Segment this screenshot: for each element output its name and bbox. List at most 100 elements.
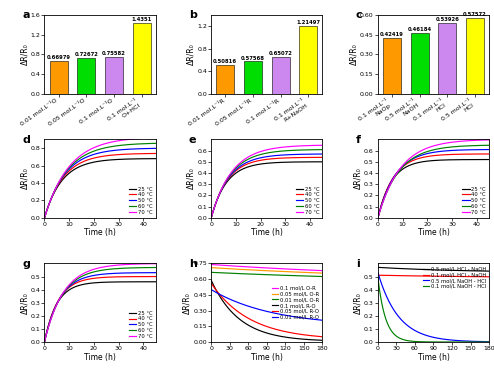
Line: 70 °C: 70 °C (44, 138, 156, 218)
0.1 mol/L HCl - NaOH (458, 274, 464, 279)
50 °C (411, 156, 417, 160)
Line: 25 °C: 25 °C (44, 158, 156, 218)
40 °C (41, 215, 47, 220)
0.05 mol/L R-O (237, 311, 243, 315)
0.1 mol/L O-R (228, 264, 234, 268)
60 °C (278, 149, 284, 154)
0.1 mol/L O-R (283, 267, 288, 271)
25 °C (78, 283, 83, 287)
40 °C (55, 183, 61, 187)
Bar (411, 33, 429, 94)
0.01 mol/L O-R (283, 273, 288, 278)
0.05 mol/L O-R (237, 267, 243, 272)
Text: i: i (356, 259, 360, 269)
Line: 40 °C: 40 °C (211, 157, 322, 218)
0.01 mol/L R-O (237, 301, 243, 306)
Text: e: e (189, 135, 197, 145)
60 °C (41, 340, 47, 344)
25 °C (388, 179, 394, 184)
Text: 0.46184: 0.46184 (408, 27, 432, 32)
70 °C (55, 300, 61, 305)
Y-axis label: ΔR/R₀: ΔR/R₀ (187, 168, 196, 190)
0.5 mol/L HCl - NaOH (458, 268, 464, 273)
70 °C (123, 262, 128, 267)
Y-axis label: ΔR/R₀: ΔR/R₀ (350, 44, 359, 65)
50 °C (41, 215, 47, 220)
40 °C (388, 179, 394, 183)
60 °C (388, 181, 394, 185)
70 °C (411, 153, 417, 157)
0.01 mol/L O-R (319, 274, 325, 279)
0.1 mol/L HCl - NaOH (425, 274, 431, 279)
70 °C (85, 269, 91, 274)
Bar (438, 23, 456, 94)
Line: 0.1 mol/L HCl - NaOH: 0.1 mol/L HCl - NaOH (378, 275, 489, 277)
25 °C (245, 165, 250, 169)
0.1 mol/L NaOH - HCl (441, 340, 447, 344)
0.05 mol/L O-R (292, 270, 298, 274)
50 °C (85, 274, 91, 279)
70 °C (208, 215, 214, 220)
50 °C (486, 147, 492, 152)
40 °C (78, 161, 83, 165)
40 °C (85, 157, 91, 162)
50 °C (85, 154, 91, 158)
25 °C (289, 160, 295, 164)
Text: g: g (22, 259, 30, 269)
25 °C (375, 215, 381, 220)
50 °C (123, 147, 128, 152)
50 °C (278, 153, 284, 157)
40 °C (123, 152, 128, 157)
Text: d: d (22, 135, 30, 145)
40 °C (252, 159, 258, 164)
50 °C (55, 299, 61, 304)
60 °C (245, 157, 250, 162)
0.5 mol/L HCl - NaOH (375, 265, 381, 270)
70 °C (41, 215, 47, 220)
25 °C (208, 215, 214, 220)
Bar (272, 57, 289, 94)
50 °C (78, 277, 83, 282)
50 °C (252, 157, 258, 162)
60 °C (78, 275, 83, 279)
0.1 mol/L R-O (237, 317, 243, 321)
0.05 mol/L R-O (292, 331, 298, 336)
0.1 mol/L R-O (292, 336, 298, 340)
70 °C (278, 145, 284, 150)
0.1 mol/L NaOH - HCl (375, 276, 381, 280)
0.1 mol/L O-R (258, 265, 264, 270)
70 °C (112, 263, 118, 268)
0.1 mol/L R-O (283, 335, 288, 339)
50 °C (319, 152, 325, 156)
0.1 mol/L HCl - NaOH (486, 274, 492, 279)
70 °C (456, 139, 462, 144)
Bar (383, 38, 401, 94)
70 °C (122, 138, 127, 142)
25 °C (153, 280, 159, 284)
Text: c: c (356, 11, 362, 21)
Text: 0.57572: 0.57572 (463, 13, 487, 17)
40 °C (122, 152, 127, 157)
Line: 0.5 mol/L NaOH - HCl: 0.5 mol/L NaOH - HCl (378, 272, 489, 342)
50 °C (112, 271, 118, 276)
50 °C (123, 271, 128, 275)
0.1 mol/L R-O (319, 338, 325, 343)
60 °C (55, 300, 61, 305)
70 °C (375, 215, 381, 220)
50 °C (122, 271, 127, 275)
Line: 50 °C: 50 °C (378, 150, 489, 218)
25 °C (222, 183, 228, 188)
0.01 mol/L O-R (228, 271, 234, 276)
Text: 0.75582: 0.75582 (102, 51, 126, 56)
25 °C (123, 280, 128, 284)
70 °C (486, 138, 492, 142)
25 °C (455, 157, 461, 162)
40 °C (289, 155, 295, 160)
60 °C (122, 142, 127, 147)
X-axis label: Time (h): Time (h) (417, 353, 450, 361)
X-axis label: Time (h): Time (h) (251, 228, 283, 238)
Line: 60 °C: 60 °C (378, 145, 489, 218)
60 °C (41, 215, 47, 220)
50 °C (112, 148, 118, 153)
0.5 mol/L NaOH - HCl (441, 337, 447, 341)
